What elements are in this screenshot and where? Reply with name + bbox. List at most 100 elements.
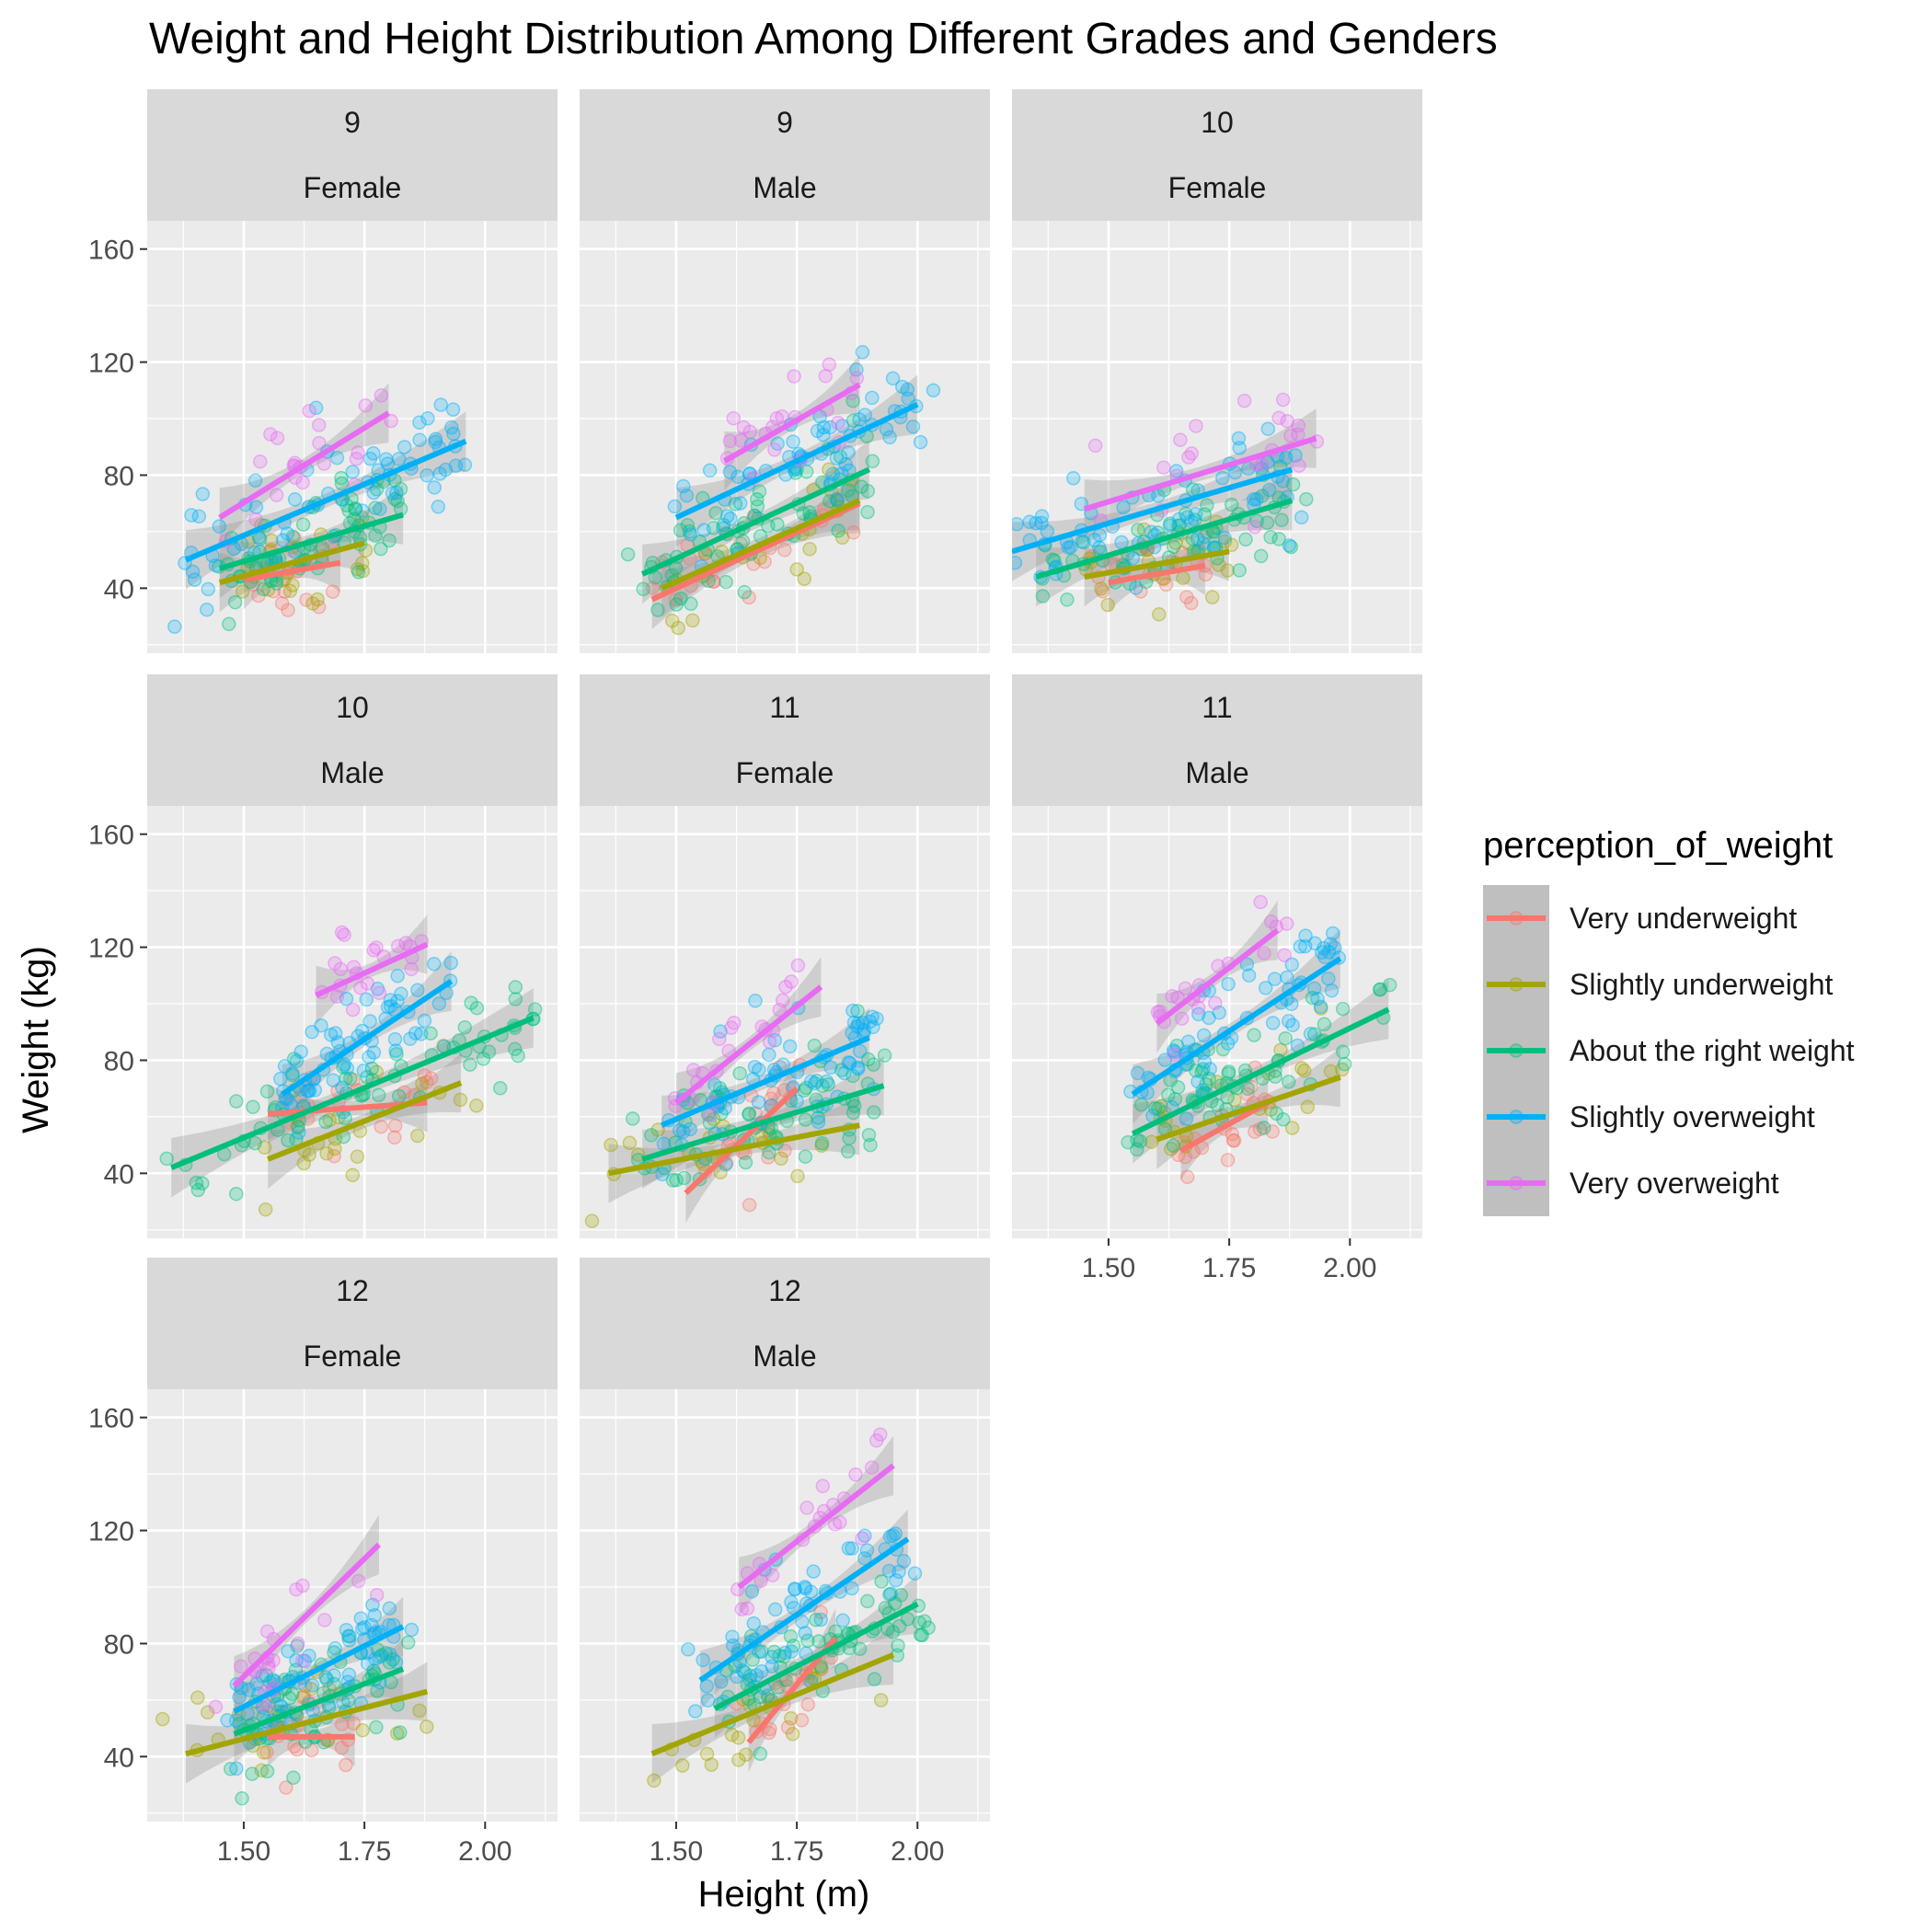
data-point (443, 955, 458, 971)
data-point (1321, 971, 1336, 986)
data-point (279, 1780, 293, 1795)
data-point (346, 1073, 361, 1087)
data-point (1324, 983, 1340, 998)
trend-line (641, 1083, 885, 1162)
data-point (1045, 552, 1061, 567)
trend-line (281, 978, 454, 1097)
data-point (877, 1048, 892, 1063)
data-point (814, 1135, 830, 1151)
data-point (1335, 1001, 1351, 1017)
data-point (770, 1680, 786, 1695)
data-point (857, 408, 872, 422)
data-point (863, 1137, 878, 1153)
data-point (865, 1009, 880, 1025)
data-point (1314, 1001, 1328, 1016)
data-point (311, 600, 327, 615)
data-point (926, 383, 941, 398)
data-point (761, 1150, 776, 1165)
data-point (270, 431, 285, 445)
facet-grade-label: 9 (776, 106, 793, 139)
facet-panel: 12 Male 1.50 1.75 2.00 (580, 1258, 990, 1867)
data-point (423, 1026, 438, 1041)
data-point (772, 1002, 788, 1018)
data-point (369, 1587, 385, 1603)
data-point (300, 1084, 315, 1098)
data-point (841, 445, 856, 460)
data-point (676, 478, 691, 494)
data-point (1265, 1016, 1281, 1030)
data-point (810, 1074, 824, 1088)
data-point (227, 594, 243, 610)
data-point (645, 581, 661, 595)
data-point (735, 534, 751, 549)
data-point (308, 400, 324, 416)
data-point (738, 1155, 753, 1170)
data-point (737, 1664, 753, 1680)
data-point (841, 1055, 857, 1070)
data-point (301, 1083, 316, 1098)
data-point (1271, 410, 1286, 426)
data-point (1382, 977, 1397, 993)
data-point (378, 1646, 394, 1661)
data-point (1202, 1010, 1216, 1026)
trend-line (722, 382, 861, 464)
data-point (664, 614, 680, 628)
data-point (728, 497, 743, 512)
data-point (777, 1645, 792, 1661)
data-point (851, 1062, 866, 1076)
data-point (726, 1015, 742, 1030)
data-point (798, 1581, 813, 1596)
data-point (1075, 534, 1089, 549)
data-point (1040, 523, 1055, 539)
data-point (334, 925, 350, 940)
data-point (293, 1044, 308, 1059)
data-point (833, 1514, 847, 1530)
data-point (1240, 1087, 1255, 1102)
data-point (1121, 1134, 1135, 1150)
data-point (882, 1529, 898, 1544)
data-point (842, 1131, 857, 1145)
data-point (819, 1074, 834, 1089)
data-point (761, 518, 776, 534)
facet-panel: 11 Male 1.50 1.75 2.00 (1012, 674, 1422, 1283)
data-point (1168, 464, 1184, 478)
x-tick-label: 2.00 (1323, 1253, 1376, 1283)
data-point (1240, 1081, 1256, 1097)
data-point (766, 1644, 782, 1660)
data-point (855, 1531, 869, 1546)
facet-grade-label: 12 (336, 1274, 369, 1307)
panel-data (647, 1427, 936, 1788)
data-point (354, 556, 370, 570)
facet-gender-label: Female (304, 171, 402, 204)
data-point (850, 1004, 865, 1018)
data-point (388, 1654, 404, 1670)
data-point (235, 1791, 249, 1806)
data-point (1196, 535, 1211, 551)
data-point (765, 1659, 779, 1673)
data-point (684, 596, 698, 612)
panel-data (584, 957, 892, 1228)
data-point (784, 974, 799, 989)
data-point (373, 501, 387, 516)
data-point (1208, 995, 1223, 1010)
data-point (650, 603, 665, 617)
data-point (785, 1727, 800, 1742)
data-point (1247, 1028, 1261, 1042)
data-point (815, 1078, 830, 1094)
data-point (433, 397, 448, 412)
data-point (1335, 1062, 1350, 1077)
data-point (679, 488, 695, 503)
data-point (370, 982, 385, 996)
data-point (260, 1656, 276, 1672)
data-point (314, 1018, 328, 1033)
data-point (1274, 512, 1289, 528)
data-point (354, 1023, 370, 1039)
data-point (724, 1727, 740, 1742)
x-tick-label: 1.75 (1202, 1253, 1256, 1283)
data-point (1249, 513, 1264, 528)
data-point (337, 1057, 351, 1072)
data-point (680, 518, 696, 533)
data-point (322, 1700, 337, 1715)
data-point (289, 1053, 305, 1068)
x-tick-label: 1.75 (770, 1836, 823, 1867)
